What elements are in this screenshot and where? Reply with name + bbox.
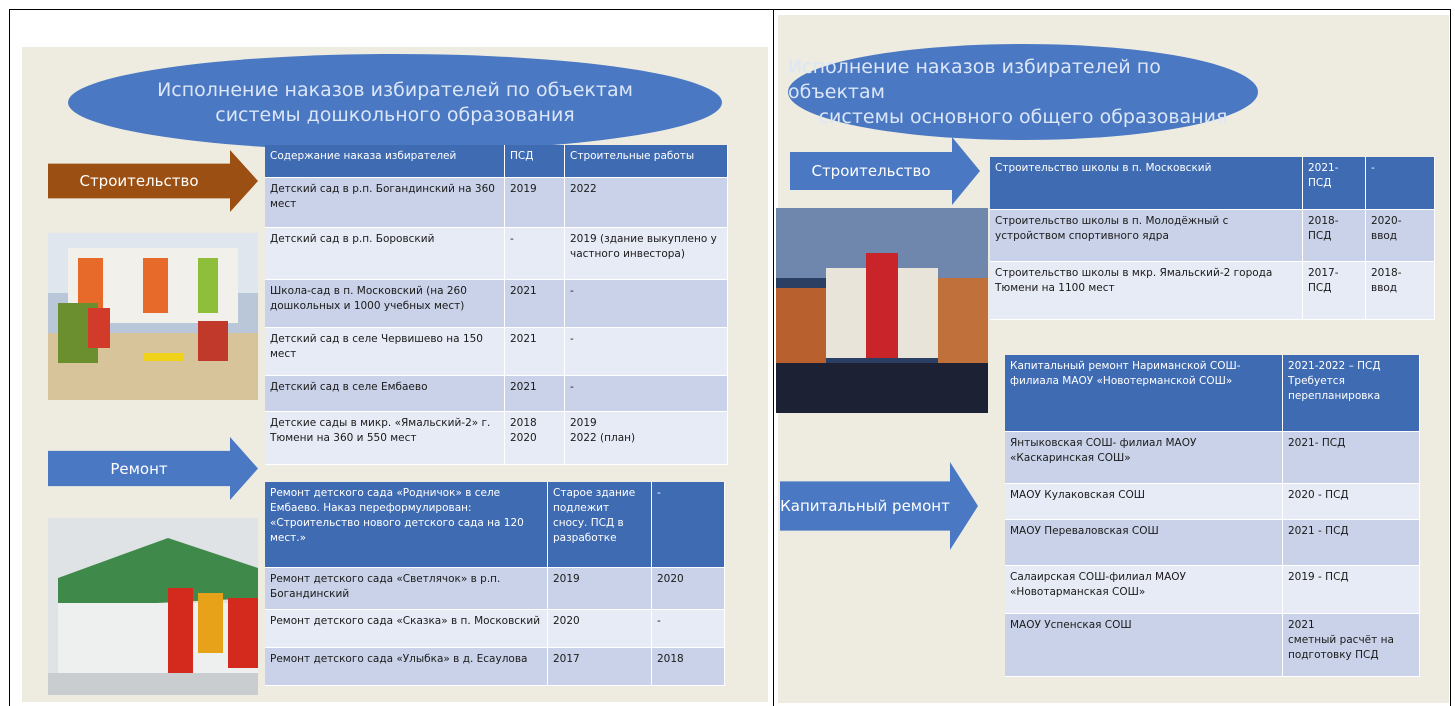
arrow-label: Строительство	[79, 172, 199, 190]
table-cell: 2020	[548, 610, 652, 648]
table-cell: 2018 2020	[505, 412, 565, 465]
title-line: системы дошкольного образования	[215, 103, 575, 126]
arrow-shape	[790, 137, 980, 205]
table-header-cell: Содержание наказа избирателей	[265, 145, 505, 178]
table-header-cell: 2021-2022 – ПСД Требуется перепланировка	[1283, 355, 1420, 432]
table-header-cell: -	[652, 482, 725, 568]
table-cell: 2018- ввод	[1366, 262, 1435, 320]
table-cell: 2021	[505, 328, 565, 376]
table-cell: -	[565, 376, 728, 412]
title-ellipse: Исполнение наказов избирателей по объект…	[68, 54, 722, 151]
arrow-shape	[780, 462, 978, 550]
frame-line	[1450, 9, 1451, 706]
frame-line	[773, 9, 774, 706]
table-cell: 2019	[505, 178, 565, 228]
title-line: Исполнение наказов избирателей по объект…	[157, 78, 633, 101]
table-cell: 2018	[652, 648, 725, 686]
arrow-shape	[48, 150, 258, 212]
table-cell: 2019 (здание выкуплено у частного инвест…	[565, 228, 728, 280]
table-cell: Ремонт детского сада «Светлячок» в р.п. …	[265, 568, 548, 610]
table-cell: 2017- ПСД	[1303, 262, 1366, 320]
table-cell: Детские сады в микр. «Ямальский-2» г. Тю…	[265, 412, 505, 465]
table-cell: 2020 - ПСД	[1283, 484, 1420, 520]
title-ellipse: Исполнение наказов избирателей по объект…	[788, 44, 1258, 140]
table-cell: 2022	[565, 178, 728, 228]
table-cell: Детский сад в р.п. Боровский	[265, 228, 505, 280]
table-cell: 2017	[548, 648, 652, 686]
photo-school	[776, 208, 988, 413]
table-cell: МАОУ Переваловская СОШ	[1005, 520, 1283, 566]
table-cell: 2019 2022 (план)	[565, 412, 728, 465]
table-header-cell: Строительство школы в п. Московский	[990, 157, 1303, 210]
table-cell: Ремонт детского сада «Сказка» в п. Моско…	[265, 610, 548, 648]
frame-line	[9, 9, 10, 706]
table-header-cell: Ремонт детского сада «Родничок» в селе Е…	[265, 482, 548, 568]
table-cell: Строительство школы в мкр. Ямальский-2 г…	[990, 262, 1303, 320]
table-cell: 2021 сметный расчёт на подготовку ПСД	[1283, 614, 1420, 677]
table-cell: МАОУ Кулаковская СОШ	[1005, 484, 1283, 520]
table-cell: МАОУ Успенская СОШ	[1005, 614, 1283, 677]
table-cell: Строительство школы в п. Молодёжный с ус…	[990, 210, 1303, 262]
table-cell: -	[505, 228, 565, 280]
table-cell: 2019 - ПСД	[1283, 566, 1420, 614]
table-header-cell: Строительные работы	[565, 145, 728, 178]
table-cell: 2020- ввод	[1366, 210, 1435, 262]
table-cell: 2021	[505, 280, 565, 328]
table-cell: Янтыковская СОШ- филиал МАОУ «Каскаринск…	[1005, 432, 1283, 484]
table-cell: -	[652, 610, 725, 648]
table-cell: Школа-сад в п. Московский (на 260 дошкол…	[265, 280, 505, 328]
table-header-cell: Старое здание подлежит сносу. ПСД в разр…	[548, 482, 652, 568]
table-cell: Детский сад в селе Ембаево	[265, 376, 505, 412]
arrow-label: Ремонт	[110, 459, 168, 478]
table-cell: -	[565, 280, 728, 328]
table-cell: Детский сад в селе Червишево на 150 мест	[265, 328, 505, 376]
table-cell: Ремонт детского сада «Улыбка» в д. Есаул…	[265, 648, 548, 686]
table-header-cell: Капитальный ремонт Нариманской СОШ-филиа…	[1005, 355, 1283, 432]
arrow-shape	[48, 437, 258, 500]
arrow-label: Строительство	[811, 162, 931, 180]
table-cell: 2021- ПСД	[1283, 432, 1420, 484]
table-cell: Детский сад в р.п. Богандинский на 360 м…	[265, 178, 505, 228]
photo-kindergarten	[48, 233, 258, 400]
table-cell: 2020	[652, 568, 725, 610]
table-cell: 2021	[505, 376, 565, 412]
table-header-cell: 2021- ПСД	[1303, 157, 1366, 210]
table-cell: Салаирская СОШ-филиал МАОУ «Новотарманск…	[1005, 566, 1283, 614]
arrow-label: Капитальный ремонт	[780, 497, 950, 515]
frame-line	[9, 9, 1451, 10]
title-line: системы основного общего образования	[818, 105, 1228, 128]
table-header-cell: ПСД	[505, 145, 565, 178]
table-cell: -	[565, 328, 728, 376]
table-header-cell: -	[1366, 157, 1435, 210]
table-cell: 2021 - ПСД	[1283, 520, 1420, 566]
table-cell: 2018- ПСД	[1303, 210, 1366, 262]
title-line: Исполнение наказов избирателей по объект…	[788, 55, 1161, 103]
table-cell: 2019	[548, 568, 652, 610]
photo-kindergarten-repair	[48, 518, 258, 695]
